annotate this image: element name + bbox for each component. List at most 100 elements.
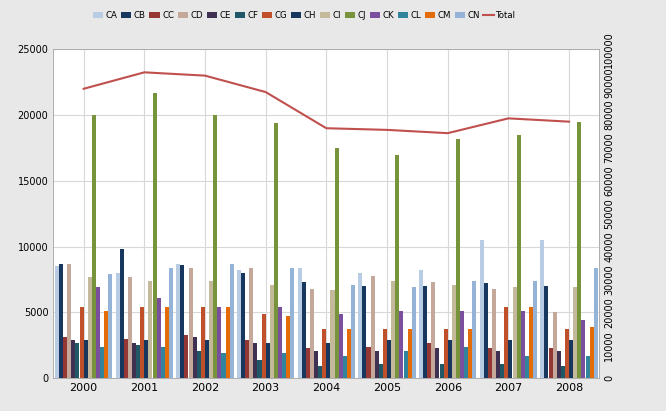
Bar [55,266,59,378]
Bar [326,343,330,378]
Bar [124,339,128,378]
Bar [594,268,598,378]
Bar [408,330,412,378]
Bar [492,289,496,378]
Bar [500,364,504,378]
Bar [544,286,548,378]
Bar [440,364,444,378]
Bar [298,268,302,378]
Bar [149,281,153,378]
Bar [115,273,120,378]
Bar [192,337,196,378]
Bar [464,346,468,378]
Bar [427,343,431,378]
Bar [253,343,257,378]
Bar [585,356,589,378]
Bar [419,270,423,378]
Bar [396,155,400,378]
Bar [157,298,161,378]
Bar [213,115,217,378]
Bar [165,307,169,378]
Bar [205,340,209,378]
Bar [180,265,184,378]
Bar [577,122,581,378]
Bar [241,273,245,378]
Bar [334,148,338,378]
Bar [217,307,221,378]
Bar [92,115,96,378]
Bar [533,281,537,378]
Bar [184,335,188,378]
Bar [366,346,370,378]
Bar [96,287,100,378]
Bar [249,268,253,378]
Bar [504,307,508,378]
Bar [436,348,440,378]
Bar [141,307,145,378]
Legend: CA, CB, CC, CD, CE, CF, CG, CH, CI, CJ, CK, CL, CM, CN, Total: CA, CB, CC, CD, CE, CF, CG, CH, CI, CJ, … [93,11,516,20]
Bar [196,351,201,378]
Bar [201,307,205,378]
Bar [488,348,492,378]
Bar [310,289,314,378]
Bar [270,285,274,378]
Bar [105,311,109,378]
Bar [222,353,226,378]
Bar [370,275,375,378]
Bar [128,277,132,378]
Bar [549,348,553,378]
Bar [274,123,278,378]
Bar [302,282,306,378]
Bar [460,311,464,378]
Bar [84,340,88,378]
Bar [383,330,387,378]
Bar [391,281,395,378]
Bar [400,311,404,378]
Bar [209,281,213,378]
Bar [237,270,241,378]
Bar [75,343,79,378]
Bar [508,340,512,378]
Bar [230,264,234,378]
Bar [153,93,157,378]
Bar [330,290,334,378]
Bar [521,311,525,378]
Bar [188,268,192,378]
Bar [67,264,71,378]
Bar [136,345,140,378]
Bar [306,348,310,378]
Bar [278,307,282,378]
Bar [412,287,416,378]
Bar [513,287,517,378]
Bar [496,351,500,378]
Bar [432,282,436,378]
Bar [347,330,351,378]
Bar [100,346,104,378]
Bar [448,340,452,378]
Bar [375,351,379,378]
Bar [339,314,343,378]
Bar [358,273,362,378]
Bar [245,340,249,378]
Bar [589,327,593,378]
Bar [387,340,391,378]
Bar [88,277,92,378]
Bar [351,285,355,378]
Bar [79,307,83,378]
Bar [161,346,165,378]
Bar [456,139,460,378]
Bar [286,316,290,378]
Bar [59,264,63,378]
Bar [573,287,577,378]
Bar [525,356,529,378]
Bar [379,364,383,378]
Bar [262,314,266,378]
Bar [404,351,408,378]
Bar [318,366,322,378]
Bar [343,356,347,378]
Bar [322,330,326,378]
Bar [472,281,476,378]
Bar [423,286,427,378]
Bar [109,274,113,378]
Bar [569,340,573,378]
